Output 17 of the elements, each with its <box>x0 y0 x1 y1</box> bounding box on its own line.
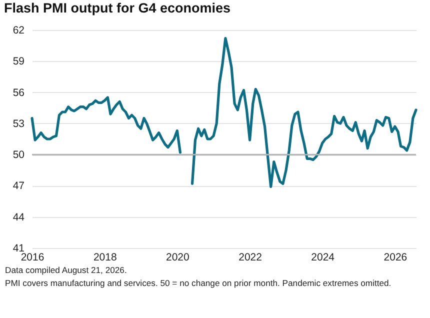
y-tick-label: 47 <box>12 180 25 192</box>
text: Data compiled August 21, 2026. <box>5 264 128 276</box>
x-tick-label: 2022 <box>238 252 262 264</box>
x-tick-label: 2016 <box>20 252 44 264</box>
x-tick-label: 2026 <box>384 252 408 264</box>
x-tick-label: 2018 <box>93 252 117 264</box>
x-tick-label: 2020 <box>166 252 190 264</box>
y-tick-label: 62 <box>12 24 25 36</box>
y-tick-label: 44 <box>12 211 25 224</box>
y-tick-label: 53 <box>12 118 25 130</box>
y-tick-label: 50 <box>12 149 25 162</box>
y-tick-label: 56 <box>12 86 25 99</box>
x-tick-label: 2024 <box>311 252 335 264</box>
y-tick-label: 59 <box>12 56 25 68</box>
text: PMI covers manufacturing and services. 50 = no change on prior month. Pandemic extremes omitted. <box>5 276 392 289</box>
y-tick-label: 41 <box>12 242 25 254</box>
chart-title: Flash PMI output for G4 economies <box>4 0 231 16</box>
